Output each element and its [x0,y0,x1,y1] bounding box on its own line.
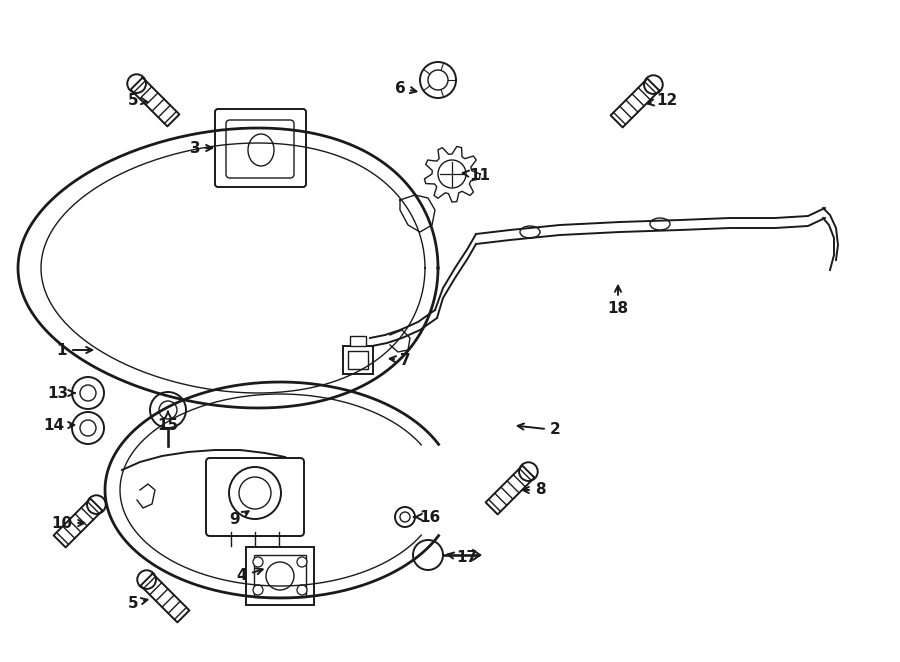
Text: 8: 8 [523,483,545,498]
Circle shape [150,392,186,428]
Text: 17: 17 [447,551,478,565]
Circle shape [72,377,104,409]
Circle shape [400,512,410,522]
Text: 16: 16 [414,510,441,524]
Bar [246,547,314,605]
Circle shape [519,462,537,481]
Circle shape [395,507,415,527]
Bar [350,336,366,346]
Text: 1: 1 [57,342,93,357]
Circle shape [159,401,177,419]
Text: 10: 10 [51,516,85,530]
Circle shape [297,557,307,567]
Circle shape [87,495,105,514]
Circle shape [239,477,271,509]
Text: 4: 4 [237,568,263,583]
Circle shape [253,557,263,567]
Circle shape [72,412,104,444]
Circle shape [644,75,662,94]
Text: 15: 15 [158,412,178,432]
Circle shape [413,540,443,570]
Text: 7: 7 [390,352,410,367]
Text: 11: 11 [463,167,491,183]
Text: 5: 5 [128,596,148,610]
Text: 14: 14 [43,418,75,432]
FancyBboxPatch shape [215,109,306,187]
Text: 5: 5 [128,93,148,107]
Ellipse shape [520,226,540,238]
FancyBboxPatch shape [226,120,294,178]
FancyBboxPatch shape [206,458,304,536]
Bar [343,346,373,374]
Text: 9: 9 [230,511,248,528]
Bar [254,555,306,597]
Text: 3: 3 [190,140,212,156]
Circle shape [428,70,448,90]
Circle shape [80,420,96,436]
Circle shape [229,467,281,519]
Text: 12: 12 [648,93,678,107]
Circle shape [266,562,294,590]
Ellipse shape [650,218,670,230]
Circle shape [138,570,156,589]
Circle shape [438,160,466,188]
Circle shape [127,74,146,93]
Text: 13: 13 [48,385,75,401]
Ellipse shape [248,134,274,166]
Text: 6: 6 [394,81,417,95]
Circle shape [253,585,263,595]
Circle shape [80,385,96,401]
Circle shape [420,62,456,98]
Text: 18: 18 [608,286,628,316]
Text: 2: 2 [518,422,561,438]
Bar [348,351,368,369]
Circle shape [297,585,307,595]
